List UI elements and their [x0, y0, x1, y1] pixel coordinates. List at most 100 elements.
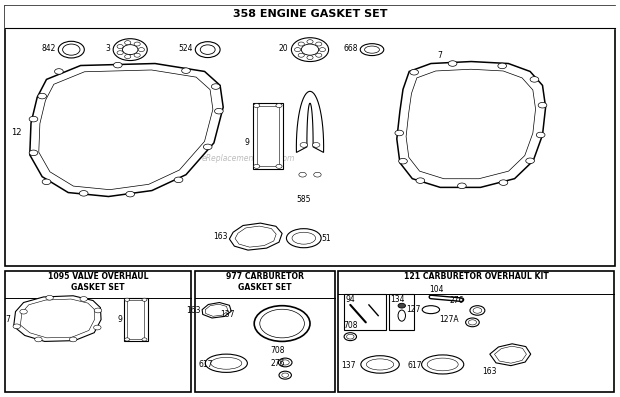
- Ellipse shape: [281, 373, 289, 377]
- Circle shape: [398, 303, 405, 308]
- Text: 12: 12: [11, 129, 22, 137]
- Ellipse shape: [278, 358, 292, 367]
- Circle shape: [125, 55, 131, 59]
- Circle shape: [80, 297, 87, 301]
- Bar: [253, 103, 283, 169]
- Ellipse shape: [291, 38, 329, 62]
- Ellipse shape: [260, 309, 304, 338]
- Ellipse shape: [470, 306, 485, 315]
- Bar: [389, 294, 414, 330]
- Circle shape: [298, 42, 304, 46]
- Circle shape: [203, 144, 212, 150]
- Circle shape: [69, 337, 77, 342]
- Text: 7: 7: [438, 51, 443, 60]
- Circle shape: [498, 63, 507, 69]
- Ellipse shape: [254, 306, 310, 341]
- Circle shape: [319, 48, 326, 52]
- Text: 3: 3: [105, 44, 110, 53]
- Text: 51: 51: [321, 235, 331, 243]
- Text: 9: 9: [117, 315, 122, 324]
- Ellipse shape: [301, 44, 319, 55]
- Circle shape: [399, 158, 407, 164]
- Text: 94: 94: [345, 295, 355, 304]
- Ellipse shape: [469, 320, 476, 325]
- Circle shape: [530, 77, 539, 82]
- Text: 9: 9: [245, 138, 250, 147]
- Ellipse shape: [422, 355, 464, 374]
- Text: 617: 617: [198, 360, 213, 369]
- Bar: [257, 106, 279, 166]
- Circle shape: [276, 104, 282, 108]
- Circle shape: [298, 53, 304, 57]
- Circle shape: [316, 42, 322, 46]
- Polygon shape: [205, 304, 228, 316]
- Ellipse shape: [281, 360, 289, 365]
- Circle shape: [79, 191, 88, 196]
- Text: 104: 104: [429, 285, 443, 294]
- Ellipse shape: [279, 371, 291, 379]
- Bar: [338, 271, 614, 392]
- Ellipse shape: [398, 310, 405, 321]
- Circle shape: [538, 102, 547, 108]
- Text: 134: 134: [391, 295, 405, 304]
- Circle shape: [38, 93, 46, 99]
- Ellipse shape: [286, 229, 321, 248]
- Bar: [5, 6, 615, 266]
- Ellipse shape: [360, 44, 384, 56]
- Circle shape: [211, 84, 220, 89]
- Circle shape: [29, 150, 38, 156]
- Circle shape: [134, 42, 140, 46]
- Ellipse shape: [122, 44, 138, 54]
- Text: 163: 163: [186, 306, 200, 315]
- Circle shape: [312, 143, 320, 147]
- Text: 977 CARBURETOR
GASKET SET: 977 CARBURETOR GASKET SET: [226, 272, 304, 292]
- Text: 708: 708: [270, 346, 285, 355]
- Circle shape: [125, 338, 130, 341]
- Ellipse shape: [195, 42, 220, 58]
- Circle shape: [499, 180, 508, 185]
- Polygon shape: [296, 91, 324, 152]
- Circle shape: [94, 308, 102, 313]
- Ellipse shape: [292, 232, 316, 244]
- Polygon shape: [20, 299, 95, 338]
- Circle shape: [42, 179, 51, 185]
- Text: 163: 163: [214, 232, 228, 241]
- Polygon shape: [30, 64, 223, 197]
- Polygon shape: [39, 70, 213, 190]
- Circle shape: [395, 130, 404, 136]
- Text: 20: 20: [278, 44, 288, 53]
- Bar: [344, 294, 386, 330]
- Text: 1095 VALVE OVERHAUL
GASKET SET: 1095 VALVE OVERHAUL GASKET SET: [48, 272, 148, 292]
- Text: 7: 7: [5, 315, 10, 324]
- Circle shape: [142, 338, 147, 341]
- Polygon shape: [495, 346, 526, 363]
- Ellipse shape: [205, 354, 247, 372]
- Circle shape: [174, 177, 183, 183]
- Ellipse shape: [211, 357, 242, 369]
- Circle shape: [29, 116, 38, 122]
- Circle shape: [416, 178, 425, 183]
- Circle shape: [125, 40, 131, 44]
- Circle shape: [458, 183, 466, 189]
- Circle shape: [13, 324, 20, 329]
- Circle shape: [254, 104, 260, 108]
- Text: 137: 137: [342, 361, 356, 370]
- Ellipse shape: [361, 356, 399, 373]
- Ellipse shape: [63, 44, 80, 55]
- Polygon shape: [14, 296, 101, 341]
- Circle shape: [536, 132, 545, 138]
- Circle shape: [117, 51, 123, 55]
- Bar: [195, 271, 335, 392]
- Circle shape: [276, 164, 282, 168]
- Ellipse shape: [473, 308, 482, 313]
- Ellipse shape: [58, 41, 84, 58]
- Text: 276: 276: [270, 359, 285, 368]
- Text: 127: 127: [406, 305, 420, 314]
- Circle shape: [46, 295, 53, 300]
- Circle shape: [307, 40, 313, 44]
- Ellipse shape: [200, 45, 215, 54]
- Text: 127A: 127A: [439, 315, 459, 324]
- Circle shape: [138, 48, 144, 52]
- Circle shape: [215, 108, 223, 114]
- Circle shape: [20, 309, 27, 314]
